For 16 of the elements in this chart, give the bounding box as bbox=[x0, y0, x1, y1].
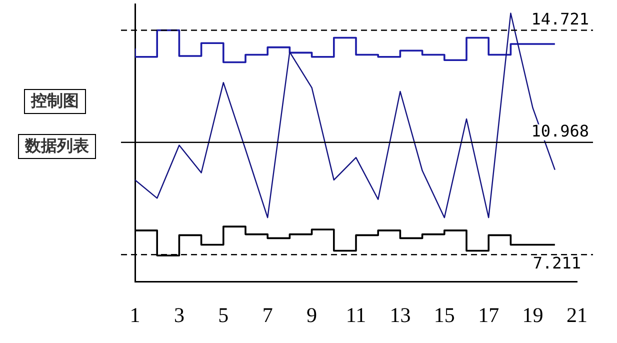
text: 控制图 bbox=[24, 89, 86, 114]
x-tick-label: 9 bbox=[306, 302, 318, 327]
ref-line-label: 7.211 bbox=[532, 254, 581, 273]
x-tick-label: 3 bbox=[174, 302, 184, 327]
x-tick-label: 15 bbox=[434, 302, 455, 327]
text: 数据列表 bbox=[18, 134, 96, 159]
x-tick-label: 1 bbox=[130, 302, 140, 327]
x-tick-label: 11 bbox=[346, 302, 366, 327]
x-tick-label: 5 bbox=[218, 302, 229, 327]
x-tick-label: 7 bbox=[262, 302, 273, 327]
x-tick-label: 17 bbox=[478, 302, 500, 327]
x-tick-label: 19 bbox=[522, 302, 544, 327]
ref-line-label: 10.968 bbox=[531, 122, 589, 141]
x-tick-label: 13 bbox=[390, 302, 411, 327]
ref-line-label: 14.721 bbox=[531, 9, 589, 28]
x-tick-label: 21 bbox=[566, 302, 588, 327]
